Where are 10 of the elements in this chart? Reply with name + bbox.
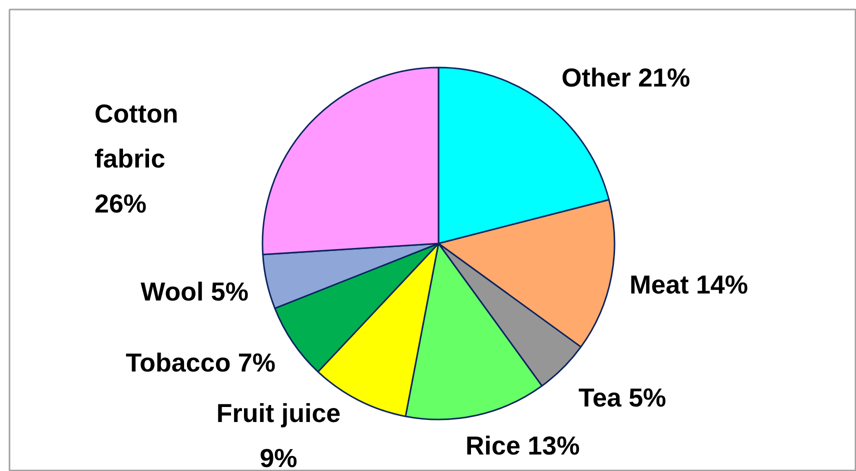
slice-label: Wool 5% <box>140 276 248 306</box>
slice-label: Rice 13% <box>466 430 580 460</box>
slice-label: Tobacco 7% <box>126 348 276 378</box>
slice-label: Other 21% <box>562 62 690 92</box>
data-label: 26% <box>94 188 147 218</box>
data-label: 9% <box>260 443 298 471</box>
slice-label: Fruit juice <box>216 398 341 428</box>
slice-label: Tea 5% <box>578 382 666 412</box>
slice-label: Cotton fabric <box>94 98 178 174</box>
slice-label: Meat 14% <box>630 270 748 300</box>
